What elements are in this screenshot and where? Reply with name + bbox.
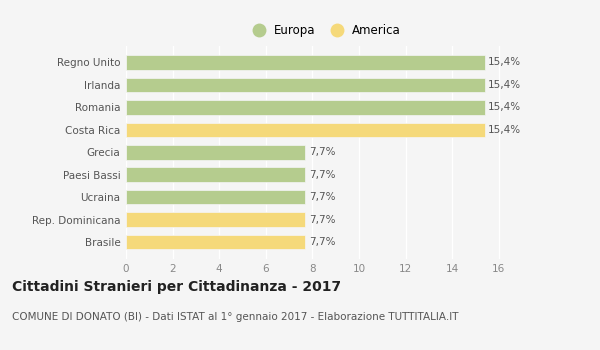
Bar: [126, 235, 305, 249]
Bar: [126, 167, 305, 182]
Text: 15,4%: 15,4%: [488, 80, 521, 90]
Text: 7,7%: 7,7%: [309, 237, 335, 247]
Text: 7,7%: 7,7%: [309, 147, 335, 157]
Text: 15,4%: 15,4%: [488, 102, 521, 112]
Bar: [126, 78, 485, 92]
Bar: [126, 122, 485, 137]
Text: 15,4%: 15,4%: [488, 125, 521, 135]
Bar: [126, 190, 305, 204]
Bar: [126, 212, 305, 227]
Text: 15,4%: 15,4%: [488, 57, 521, 68]
Bar: [126, 145, 305, 160]
Text: 7,7%: 7,7%: [309, 170, 335, 180]
Bar: [126, 100, 485, 115]
Text: COMUNE DI DONATO (BI) - Dati ISTAT al 1° gennaio 2017 - Elaborazione TUTTITALIA.: COMUNE DI DONATO (BI) - Dati ISTAT al 1°…: [12, 312, 458, 322]
Text: 7,7%: 7,7%: [309, 192, 335, 202]
Bar: [126, 55, 485, 70]
Legend: Europa, America: Europa, America: [242, 19, 406, 42]
Text: 7,7%: 7,7%: [309, 215, 335, 225]
Text: Cittadini Stranieri per Cittadinanza - 2017: Cittadini Stranieri per Cittadinanza - 2…: [12, 280, 341, 294]
